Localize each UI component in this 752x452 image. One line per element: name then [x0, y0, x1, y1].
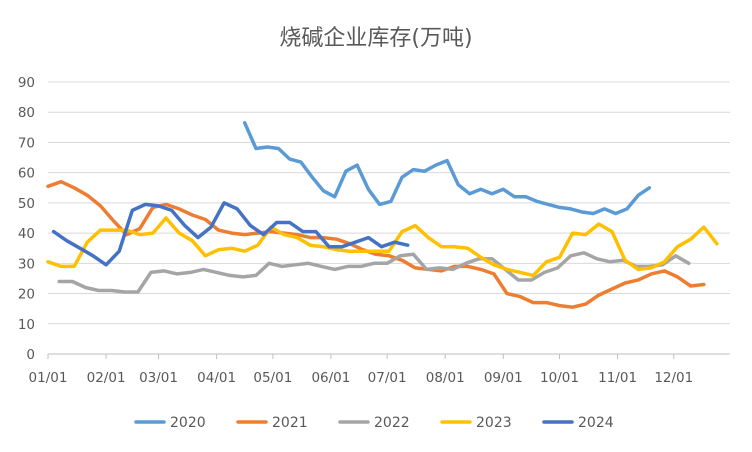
x-tick-label: 07/01	[368, 370, 407, 386]
x-tick-label: 09/01	[484, 370, 523, 386]
x-tick-label: 02/01	[87, 370, 126, 386]
legend-label-2024: 2024	[578, 415, 614, 431]
x-tick-label: 10/01	[540, 370, 579, 386]
legend-label-2021: 2021	[272, 415, 308, 431]
y-tick-label: 80	[18, 105, 35, 121]
y-tick-label: 30	[18, 256, 35, 272]
y-tick-label: 20	[18, 287, 35, 303]
y-tick-label: 60	[18, 166, 35, 182]
grid-lines	[48, 81, 730, 355]
y-axis-ticks: 0 10 20 30 40 50 60 70 80 90	[18, 75, 35, 363]
x-axis-ticks: 01/01 02/01 03/01 04/01 05/01 06/01 07/01 08/01…	[29, 354, 693, 386]
legend-label-2020: 2020	[170, 415, 206, 431]
y-tick-label: 10	[18, 317, 35, 333]
y-tick-label: 40	[18, 226, 35, 242]
y-tick-label: 70	[18, 135, 35, 151]
y-tick-label: 90	[18, 75, 35, 91]
x-tick-label: 12/01	[654, 370, 693, 386]
series-line-2023	[46, 216, 719, 278]
x-tick-label: 03/01	[139, 370, 178, 386]
y-tick-label: 0	[26, 347, 35, 363]
series-line-2024	[51, 201, 410, 267]
legend-label-2023: 2023	[476, 415, 512, 431]
x-tick-label: 01/01	[29, 370, 68, 386]
chart-title: 烧碱企业库存(万吨)	[279, 26, 472, 51]
x-tick-label: 11/01	[598, 370, 637, 386]
series-line-2020	[242, 121, 652, 216]
x-tick-label: 04/01	[197, 370, 236, 386]
legend: 2020 2021 2022 2023 2024	[134, 415, 614, 431]
x-tick-label: 06/01	[311, 370, 350, 386]
x-tick-label: 08/01	[426, 370, 465, 386]
series-line-2022	[57, 251, 691, 294]
x-tick-label: 05/01	[253, 370, 292, 386]
y-tick-label: 50	[18, 196, 35, 212]
series-lines	[46, 121, 719, 309]
legend-label-2022: 2022	[374, 415, 410, 431]
